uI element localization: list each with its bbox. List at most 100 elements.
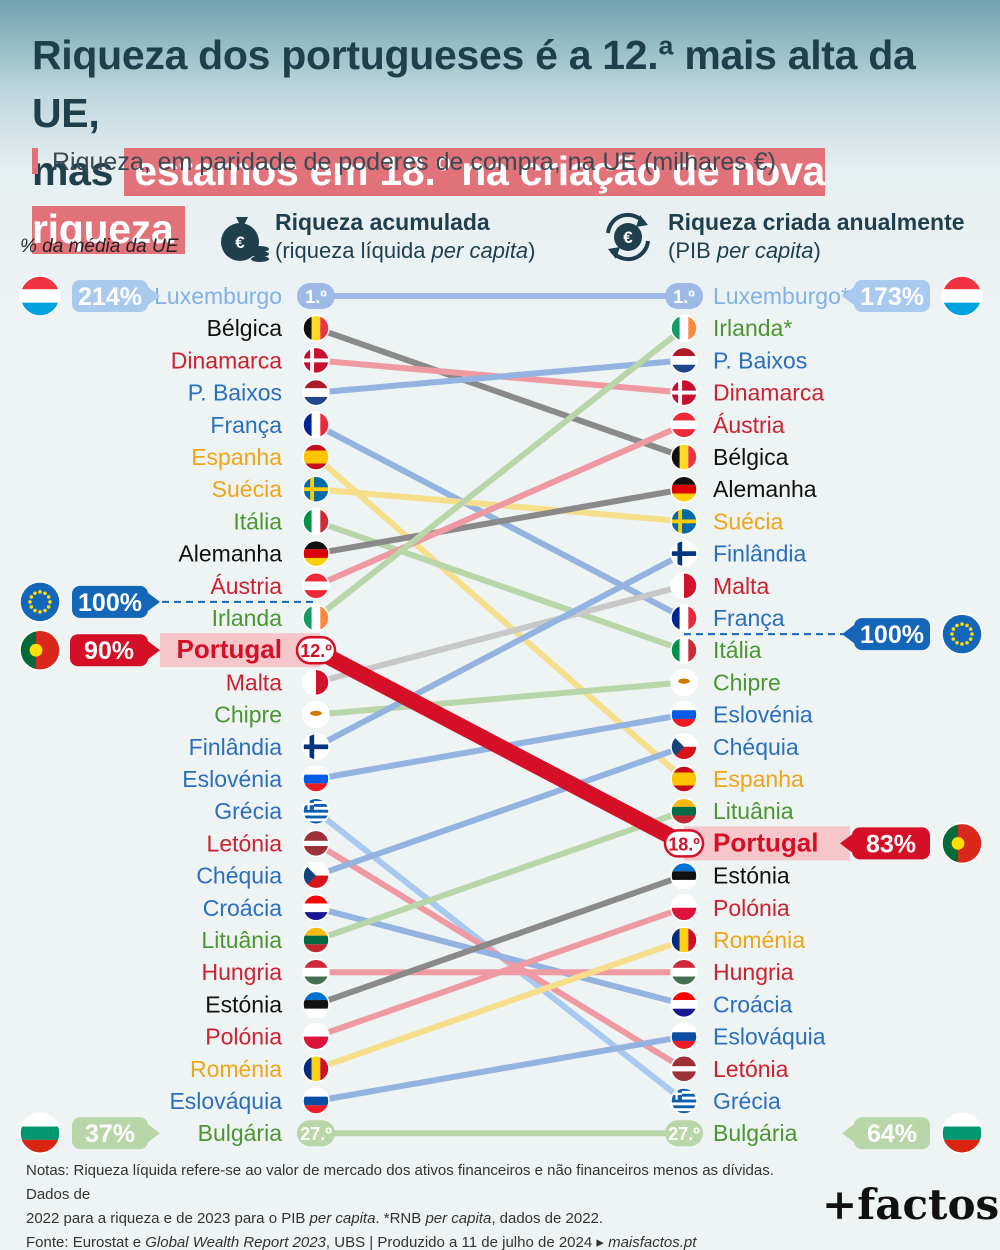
left-label-polonia: Polónia: [205, 1024, 282, 1050]
right-rank-last: 27.º: [665, 1120, 703, 1147]
right-label-alemanha: Alemanha: [713, 476, 817, 502]
left-flag-alemanha-icon: [302, 539, 330, 568]
portugal-band-left: [160, 633, 320, 668]
right-flag-estonia-icon: [670, 861, 698, 890]
pct-header: % da média da UE: [20, 236, 179, 257]
line-chequia: [313, 743, 687, 879]
line-irlanda: [313, 325, 687, 621]
left-flag-franca-icon: [302, 411, 330, 439]
right-flag-eslovaquia-icon: [670, 1022, 698, 1051]
left-label-malta: Malta: [226, 669, 282, 695]
connector-lines: [308, 293, 692, 1137]
right-label-chequia: Chéquia: [713, 734, 799, 760]
left-label-chequia: Chéquia: [196, 863, 282, 889]
left-rank-first: 1.º: [297, 283, 335, 309]
right-label-grecia: Grécia: [713, 1088, 781, 1114]
right-label-p-baixos: P. Baixos: [713, 347, 807, 373]
right-pct-bottom: 64%: [842, 1117, 930, 1150]
left-flag-romenia-icon: [302, 1055, 330, 1083]
right-label-belgica: Bélgica: [713, 444, 789, 470]
left-label-luxemburgo: Luxemburgo: [154, 283, 282, 309]
source-line: Fonte: Eurostat e Global Wealth Report 2…: [26, 1234, 697, 1250]
subtitle-text: Riqueza, em paridade de poderes de compr…: [52, 148, 776, 176]
svg-text:€: €: [235, 233, 245, 252]
left-label-bulgaria: Bulgária: [198, 1120, 283, 1146]
line-p-baixos: [313, 357, 687, 396]
right-label-eslovenia: Eslovénia: [713, 702, 813, 728]
left-flag-grecia-icon: [302, 797, 330, 825]
right-flag-dinamarca-icon: [670, 378, 698, 407]
right-big-flag-portugal-icon: [941, 822, 983, 865]
right-label-franca: França: [713, 605, 785, 631]
line-portugal: [308, 642, 692, 852]
right-flag-franca-icon: [670, 604, 698, 632]
left-flag-austria-icon: [302, 572, 330, 600]
rank-text: 27.º: [300, 1124, 332, 1144]
left-flag-irlanda-icon: [302, 604, 330, 632]
right-flag-belgica-icon: [670, 443, 698, 471]
right-pct-portugal: 83%: [840, 827, 930, 860]
left-pct-bottom: 37%: [72, 1117, 160, 1150]
right-flag-irlanda-icon: [670, 314, 698, 342]
right-flag-italia-icon: [670, 636, 698, 664]
right-label-letonia: Letónia: [713, 1056, 789, 1082]
rank-text: 1.º: [305, 287, 327, 307]
left-label-eslovaquia: Eslováquia: [169, 1088, 282, 1114]
notes-line-1: Notas: Riqueza líquida refere-se ao valo…: [26, 1162, 774, 1203]
right-label-austria: Áustria: [713, 412, 785, 438]
left-flag-polonia-icon: [302, 1022, 330, 1051]
right-flag-chipre-icon: [670, 668, 698, 697]
left-label-espanha: Espanha: [191, 444, 282, 470]
left-flag-belgica-icon: [302, 314, 330, 342]
left-label-p-baixos: P. Baixos: [188, 380, 282, 406]
badge-text: 83%: [866, 830, 916, 858]
right-flag-chequia-icon: [670, 733, 698, 761]
left-flag-chipre-icon: [302, 700, 330, 729]
right-rank-portugal: 18.º: [663, 829, 705, 858]
left-label-belgica: Bélgica: [207, 315, 283, 341]
line-romenia: [313, 937, 687, 1072]
right-label-bulgaria: Bulgária: [713, 1120, 798, 1146]
line-belgica: [313, 325, 687, 460]
right-label-romenia: Roménia: [713, 927, 805, 953]
left-rank-portugal: 12.º: [295, 635, 337, 665]
badge-text: 173%: [860, 283, 924, 311]
left-header-sub: (riqueza líquida per capita): [275, 238, 536, 263]
right-label-luxemburgo: Luxemburgo*: [713, 283, 850, 309]
right-label-estonia: Estónia: [713, 863, 790, 889]
left-label-grecia: Grécia: [214, 798, 282, 824]
subtitle: Riqueza, em paridade de poderes de compr…: [32, 148, 776, 177]
left-flag-estonia-icon: [302, 990, 330, 1019]
badge-text: 37%: [85, 1120, 135, 1148]
rank-text: 27.º: [668, 1124, 700, 1144]
left-label-austria: Áustria: [210, 573, 282, 599]
badge-text: 90%: [84, 637, 134, 665]
right-rank-first: 1.º: [665, 283, 703, 309]
left-flag-hungria-icon: [302, 958, 330, 986]
euro-cycle-icon: €: [606, 212, 650, 262]
left-label-finlandia: Finlândia: [189, 734, 283, 760]
right-header-sub: (PIB per capita): [668, 238, 821, 263]
left-big-flag-luxemburgo-icon: [19, 275, 61, 317]
left-label-eslovenia: Eslovénia: [182, 766, 282, 792]
right-label-hungria: Hungria: [713, 959, 794, 985]
left-label-portugal: Portugal: [177, 634, 282, 664]
line-estonia: [313, 872, 687, 1008]
right-flag-eslovenia-icon: [670, 700, 698, 729]
right-label-portugal: Portugal: [713, 827, 818, 857]
line-alemanha: [313, 486, 687, 557]
brand-logo: +factos: [822, 1180, 1000, 1229]
left-label-croacia: Croácia: [203, 895, 282, 921]
left-flag-malta-icon: [302, 668, 330, 697]
right-eu-flag-icon: [941, 613, 983, 655]
right-flag-finlandia-icon: [670, 539, 698, 568]
left-label-franca: França: [210, 412, 282, 438]
badge-text: 214%: [78, 283, 142, 311]
right-label-italia: Itália: [713, 637, 762, 663]
left-label-chipre: Chipre: [214, 702, 282, 728]
left-big-flag-portugal-icon: [19, 629, 61, 671]
right-label-irlanda: Irlanda*: [713, 315, 792, 341]
site-link[interactable]: maisfactos.pt: [608, 1234, 697, 1250]
left-flag-italia-icon: [302, 507, 330, 536]
